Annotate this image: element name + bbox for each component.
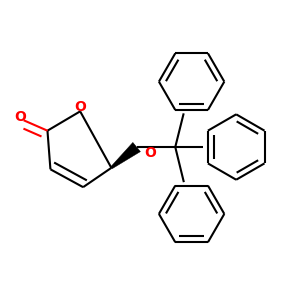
Text: O: O: [145, 146, 157, 160]
Polygon shape: [111, 142, 140, 169]
Text: O: O: [74, 100, 86, 115]
Text: O: O: [14, 110, 26, 124]
